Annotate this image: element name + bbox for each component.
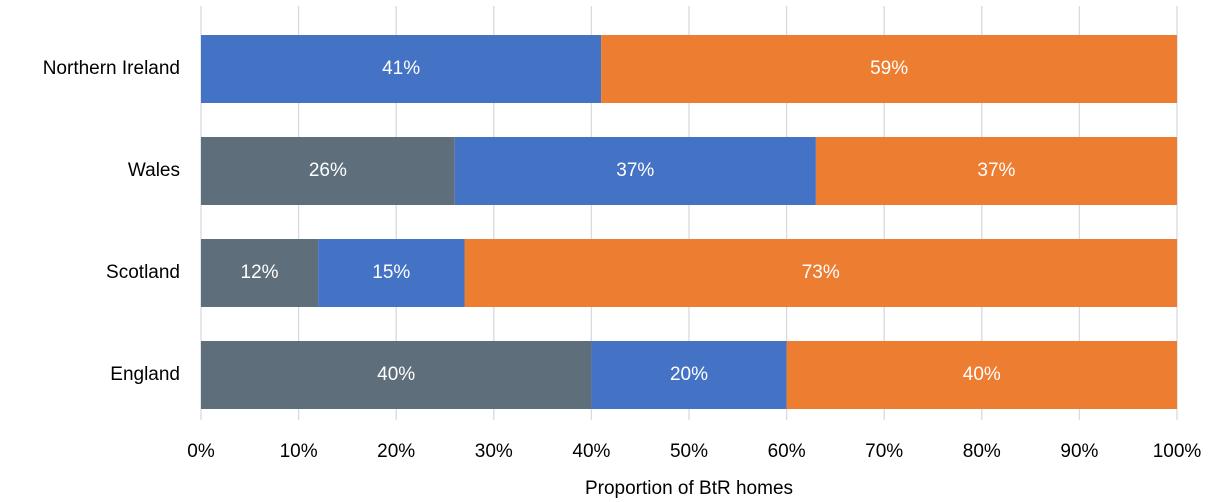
data-label: 15% bbox=[372, 262, 410, 283]
bar-segment bbox=[201, 341, 592, 409]
data-label: 37% bbox=[977, 160, 1015, 181]
bar-segment bbox=[201, 35, 602, 103]
data-label: 40% bbox=[377, 364, 415, 385]
x-tick-label: 0% bbox=[187, 441, 215, 462]
bar-segment bbox=[318, 239, 465, 307]
bar-segment bbox=[201, 137, 455, 205]
x-tick-label: 70% bbox=[865, 441, 903, 462]
bar-segment bbox=[591, 341, 787, 409]
x-tick-label: 20% bbox=[377, 441, 415, 462]
x-tick-label: 10% bbox=[280, 441, 318, 462]
data-label: 37% bbox=[616, 160, 654, 181]
data-label: 73% bbox=[802, 262, 840, 283]
x-axis-label: Proportion of BtR homes bbox=[585, 478, 793, 499]
bar-segment bbox=[601, 35, 1177, 103]
x-tick-label: 80% bbox=[963, 441, 1001, 462]
bar-segment bbox=[815, 137, 1177, 205]
y-tick-label: Scotland bbox=[106, 262, 180, 283]
y-tick-label: Wales bbox=[128, 160, 180, 181]
bar-segment bbox=[201, 239, 319, 307]
x-tick-label: 40% bbox=[572, 441, 610, 462]
y-tick-label: Northern Ireland bbox=[43, 58, 180, 79]
x-tick-label: 90% bbox=[1060, 441, 1098, 462]
bar-segment bbox=[786, 341, 1177, 409]
x-tick-label: 60% bbox=[768, 441, 806, 462]
x-tick-label: 50% bbox=[670, 441, 708, 462]
data-label: 59% bbox=[870, 58, 908, 79]
x-tick-label: 30% bbox=[475, 441, 513, 462]
y-tick-label: England bbox=[110, 364, 180, 385]
data-label: 12% bbox=[241, 262, 279, 283]
data-label: 20% bbox=[670, 364, 708, 385]
bar-segment bbox=[454, 137, 816, 205]
bar-segment bbox=[464, 239, 1177, 307]
data-label: 40% bbox=[963, 364, 1001, 385]
x-tick-label: 100% bbox=[1153, 441, 1202, 462]
data-label: 41% bbox=[382, 58, 420, 79]
data-label: 26% bbox=[309, 160, 347, 181]
